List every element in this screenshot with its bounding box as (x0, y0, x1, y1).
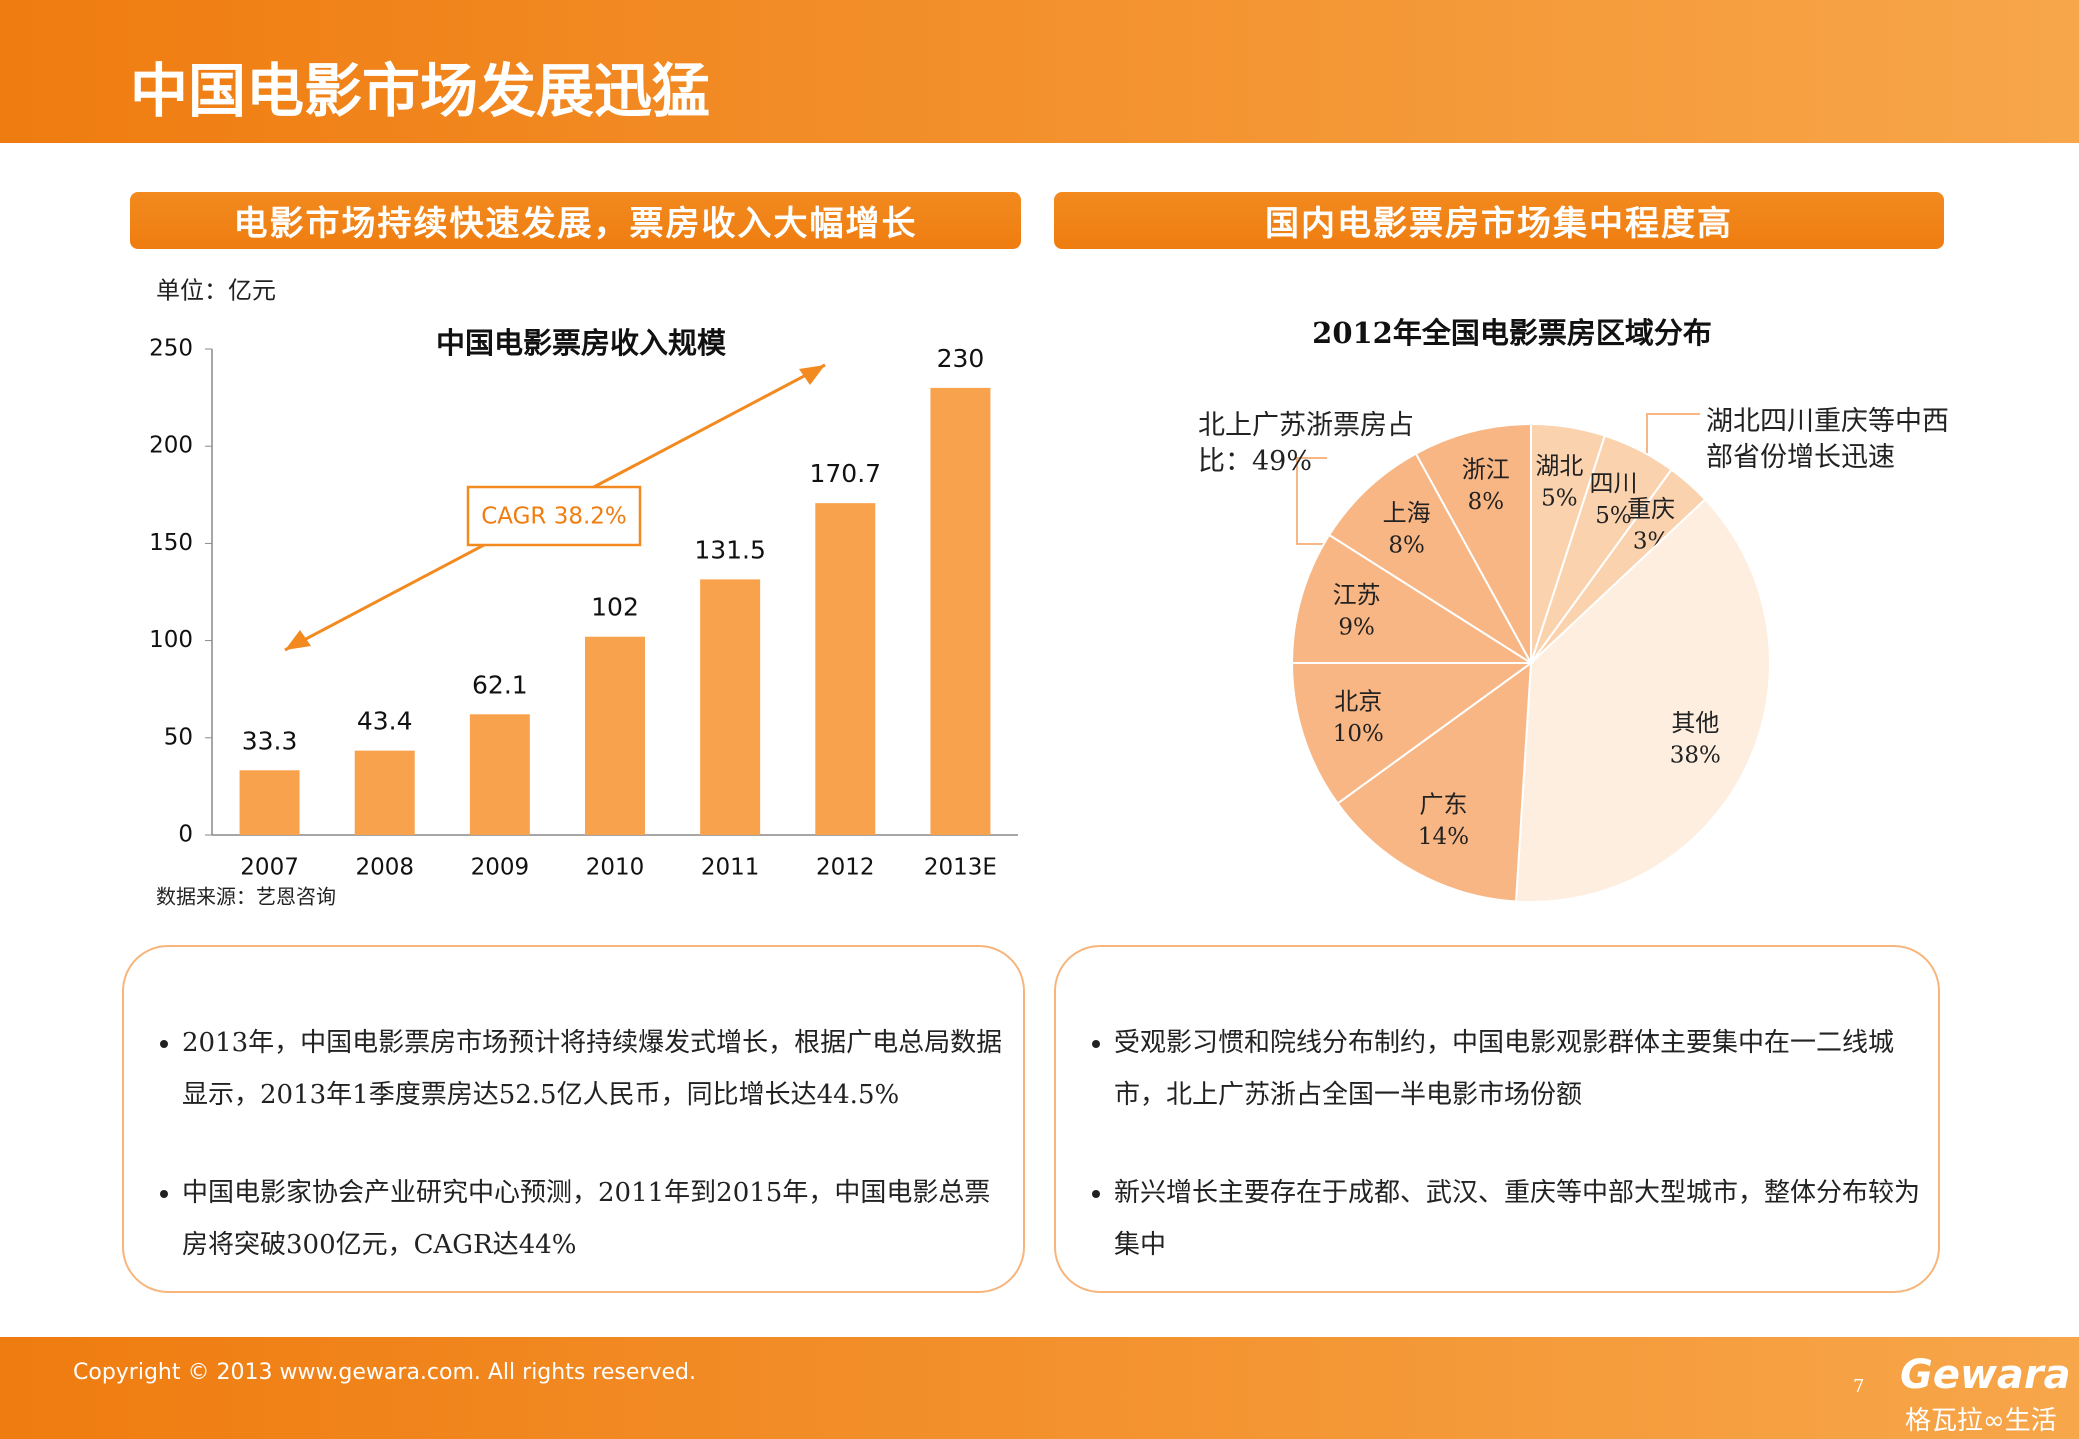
y-tick-label: 250 (149, 336, 193, 362)
slice-label: 湖北 (1535, 452, 1583, 480)
bar (815, 503, 876, 835)
x-tick-label: 2013E (924, 855, 997, 881)
bullet: 2013年，中国电影票房市场预计将持续爆发式增长，根据广电总局数据显示，2013… (182, 1017, 1013, 1121)
value-label: 170.7 (809, 459, 881, 488)
arrow-head (285, 630, 311, 650)
section-header: 国内电影票房市场集中程度高 (1054, 192, 1944, 249)
page-title: 中国电影市场发展迅猛 (130, 57, 710, 125)
y-tick-label: 50 (164, 724, 193, 750)
cagr-label: CAGR 38.2% (481, 504, 627, 530)
slice-value: 10% (1333, 721, 1384, 747)
chart-title: 中国电影票房收入规模 (436, 326, 727, 360)
source: 数据来源：艺恩咨询 (156, 885, 336, 909)
pie-annotation: 湖北四川重庆等中西部省份增长迅速 (1706, 406, 1949, 473)
y-tick-label: 100 (149, 627, 193, 653)
y-tick-label: 200 (149, 433, 193, 459)
footer-bar (0, 1337, 2079, 1439)
slice-label: 四川 (1589, 470, 1637, 498)
y-tick-label: 150 (149, 530, 193, 556)
x-tick-label: 2008 (355, 855, 414, 881)
slice-label: 其他 (1671, 709, 1719, 737)
slice-label: 重庆 (1627, 495, 1675, 523)
bar (700, 579, 761, 835)
slice-label: 广东 (1419, 791, 1467, 819)
bullet: 新兴增长主要存在于成都、武汉、重庆等中部大型城市，整体分布较为集中 (1114, 1167, 1928, 1271)
value-label: 230 (937, 344, 985, 373)
copyright: Copyright © 2013 www.gewara.com. All rig… (73, 1360, 696, 1385)
pie-slice (1336, 660, 1533, 903)
pie-slice (1327, 452, 1532, 664)
value-label: 102 (591, 593, 639, 622)
section-header: 电影市场持续快速发展，票房收入大幅增长 (130, 192, 1021, 249)
pie-slice (1414, 422, 1532, 664)
slice-value: 8% (1468, 489, 1505, 515)
x-tick-label: 2010 (586, 855, 645, 881)
value-label: 33.3 (242, 726, 298, 755)
slice-value: 5% (1595, 503, 1632, 529)
pie-slice (1290, 662, 1535, 805)
x-tick-label: 2011 (701, 855, 760, 881)
arrow-head (799, 365, 825, 385)
page-number: 7 (1853, 1376, 1864, 1397)
logo-subtitle: 格瓦拉∞生活 (1905, 1406, 2057, 1436)
slice-value: 8% (1388, 533, 1425, 559)
bar (469, 714, 530, 835)
bullet-box: 2013年，中国电影票房市场预计将持续爆发式增长，根据广电总局数据显示，2013… (122, 945, 1025, 1293)
slice-value: 14% (1418, 824, 1469, 850)
bar (239, 770, 300, 835)
pie-annotation: 北上广苏浙票房占比：49% (1198, 410, 1414, 477)
slice-label: 北京 (1334, 688, 1382, 716)
logo: Gewara (1900, 1352, 2071, 1398)
slice-label: 上海 (1383, 499, 1431, 527)
bullet: 中国电影家协会产业研究中心预测，2011年到2015年，中国电影总票房将突破30… (182, 1167, 1013, 1271)
bar (354, 750, 415, 835)
bar (585, 636, 645, 835)
slice-value: 5% (1541, 486, 1578, 512)
bullet-box: 受观影习惯和院线分布制约，中国电影观影群体主要集中在一二线城市，北上广苏浙占全国… (1054, 945, 1940, 1293)
cagr-box (466, 485, 642, 547)
slice-label: 浙江 (1462, 456, 1510, 484)
bar (930, 387, 991, 835)
x-tick-label: 2012 (816, 855, 875, 881)
header-bar (0, 0, 2079, 143)
unit: 单位：亿元 (156, 277, 276, 305)
x-tick-label: 2007 (240, 855, 299, 881)
x-tick-label: 2009 (471, 855, 530, 881)
value-label: 62.1 (472, 670, 528, 699)
leader-line (1296, 457, 1327, 545)
slice-value: 9% (1338, 614, 1375, 640)
chart-title: 2012年全国电影票房区域分布 (1312, 316, 1712, 350)
bullet: 受观影习惯和院线分布制约，中国电影观影群体主要集中在一二线城市，北上广苏浙占全国… (1114, 1017, 1928, 1121)
pie-slice (1514, 497, 1771, 903)
y-tick-label: 0 (178, 822, 193, 848)
value-label: 43.4 (357, 707, 413, 736)
pie-slice (1290, 533, 1535, 664)
slice-label: 江苏 (1333, 581, 1381, 609)
slice-value: 38% (1670, 742, 1721, 768)
value-label: 131.5 (694, 535, 766, 564)
